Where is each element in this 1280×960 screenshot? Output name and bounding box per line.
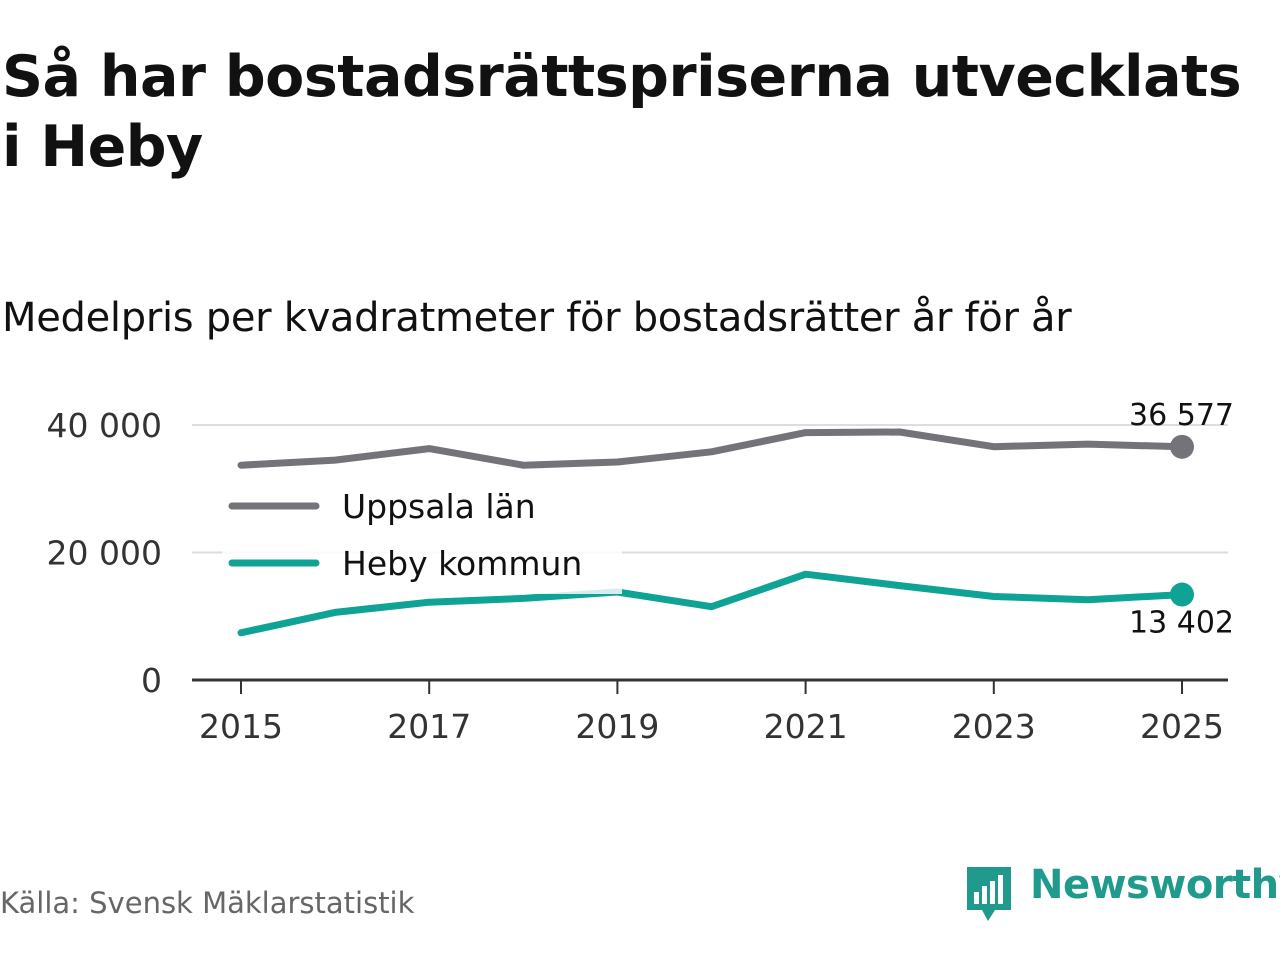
series-lines [237, 428, 1186, 637]
chart-title: Så har bostadsrättspriserna utvecklats i… [2, 44, 1242, 180]
legend-background [222, 476, 622, 594]
axes: 0 20 000 40 000 2015 2017 2019 2021 2023 2025 [47, 406, 1228, 746]
y-tick-label-0: 0 [141, 661, 162, 700]
legend: Uppsala län Heby kommun [222, 476, 622, 594]
legend-label-uppsala: Uppsala län [342, 487, 536, 526]
y-tick-label-20000: 20 000 [47, 534, 162, 573]
y-tick-label-40000: 40 000 [47, 406, 162, 445]
x-tick-label-2023: 2023 [952, 707, 1036, 746]
x-tick-label-2015: 2015 [199, 707, 283, 746]
line-chart: 0 20 000 40 000 2015 2017 2019 2021 2023 2025 Up… [47, 398, 1234, 746]
brand-name: Newsworthy [1030, 862, 1280, 908]
x-tick-label-2025: 2025 [1140, 707, 1224, 746]
newsworthy-brand: Newsworthy [964, 862, 1280, 924]
series-line-uppsala [237, 428, 1186, 469]
end-label-uppsala: 36 577 [1129, 398, 1234, 433]
series-end-point-uppsala [1170, 434, 1194, 459]
chart-subtitle: Medelpris per kvadratmeter för bostadsrä… [2, 295, 1072, 341]
legend-label-heby: Heby kommun [342, 544, 582, 583]
x-tick-label-2017: 2017 [387, 707, 471, 746]
x-tick-label-2019: 2019 [575, 707, 659, 746]
series-end-point-heby [1170, 582, 1194, 607]
x-tick-label-2021: 2021 [764, 707, 848, 746]
source-note: Källa: Svensk Mäklarstatistik [0, 886, 415, 920]
series-line-heby [237, 570, 1186, 637]
end-labels: 36 577 13 402 [1129, 398, 1234, 641]
newsworthy-logo-icon [967, 867, 1011, 921]
end-label-heby: 13 402 [1129, 606, 1234, 641]
